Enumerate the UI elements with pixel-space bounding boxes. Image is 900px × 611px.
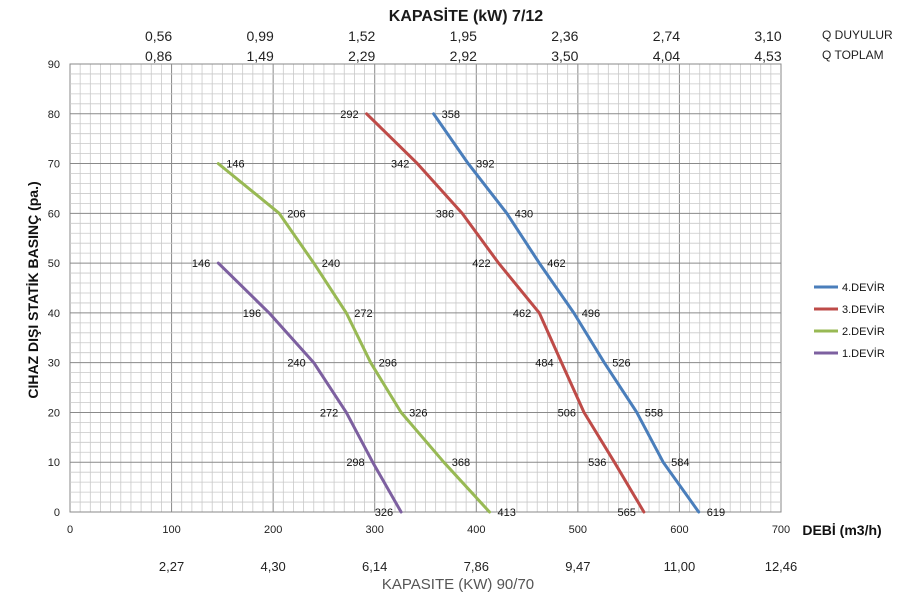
- data-label: 240: [287, 358, 305, 370]
- data-label: 462: [547, 258, 565, 270]
- top-axis-value: 4,53: [754, 48, 781, 64]
- top-axis-value: 2,74: [653, 28, 680, 44]
- data-label: 342: [391, 159, 409, 171]
- x-axis-title: DEBİ (m3/h): [802, 522, 881, 538]
- top-axis-value: 2,29: [348, 48, 375, 64]
- grid: [69, 63, 782, 513]
- data-label: 413: [497, 507, 515, 519]
- data-label: 506: [558, 407, 576, 419]
- data-label: 296: [379, 358, 397, 370]
- y-tick-label: 60: [48, 208, 60, 220]
- data-label: 386: [436, 208, 454, 220]
- bottom-capacity-value: 7,86: [464, 559, 489, 574]
- data-label: 619: [707, 507, 725, 519]
- x-tick-label: 400: [467, 524, 485, 536]
- top-axis-value: 1,95: [450, 28, 477, 44]
- bottom-capacity-title: KAPASITE (KW) 90/70: [382, 576, 534, 593]
- data-label: 206: [287, 208, 305, 220]
- data-label: 392: [476, 159, 494, 171]
- top-axis-value: 4,04: [653, 48, 680, 64]
- legend-label: 2.DEVİR: [842, 325, 885, 338]
- data-label: 240: [322, 258, 340, 270]
- data-label: 565: [618, 507, 636, 519]
- top-axis-value: 2,92: [450, 48, 477, 64]
- legend-label: 4.DEVİR: [842, 281, 885, 294]
- y-tick-label: 80: [48, 109, 60, 121]
- series-layer: [216, 112, 701, 514]
- top-axis-value: 2,36: [551, 28, 578, 44]
- top-axis-value: 0,56: [145, 28, 172, 44]
- y-tick-label: 10: [48, 457, 60, 469]
- legend-label: 3.DEVİR: [842, 303, 885, 316]
- data-label: 146: [192, 258, 210, 270]
- data-label: 368: [452, 457, 470, 469]
- bottom-capacity-value: 2,27: [159, 559, 184, 574]
- top-axis-row-label: Q TOPLAM: [822, 48, 884, 62]
- data-label: 196: [243, 308, 261, 320]
- data-label: 584: [671, 457, 689, 469]
- y-tick-label: 20: [48, 407, 60, 419]
- series-line-3.DEVİR: [365, 112, 646, 514]
- legend: 4.DEVİR 3.DEVİR 2.DEVİR 1.DEVİR: [814, 281, 885, 360]
- y-tick-label: 50: [48, 258, 60, 270]
- bottom-capacity-value: 4,30: [260, 559, 285, 574]
- bottom-capacity-value: 11,00: [664, 559, 696, 574]
- data-label: 272: [320, 407, 338, 419]
- data-label: 422: [472, 258, 490, 270]
- data-label: 496: [582, 308, 600, 320]
- x-tick-label: 600: [670, 524, 688, 536]
- x-tick-label: 700: [772, 524, 790, 536]
- series-line-1.DEVİR: [216, 261, 403, 514]
- bottom-capacity-value: 9,47: [565, 559, 590, 574]
- data-label: 536: [588, 457, 606, 469]
- data-label: 484: [535, 358, 553, 370]
- data-label: 326: [409, 407, 427, 419]
- series-line-2.DEVİR: [216, 162, 491, 514]
- data-label: 558: [645, 407, 663, 419]
- top-axis-value: 1,52: [348, 28, 375, 44]
- y-axis-title: CIHAZ DIŞI STATİK BASINÇ (pa.): [25, 181, 41, 398]
- top-axis-value: 3,10: [754, 28, 781, 44]
- x-tick-label: 0: [67, 524, 73, 536]
- data-label: 272: [354, 308, 372, 320]
- data-label: 292: [340, 109, 358, 121]
- bottom-capacity-value: 12,46: [765, 559, 798, 574]
- bottom-capacity-value: 6,14: [362, 559, 387, 574]
- y-tick-label: 90: [48, 59, 60, 71]
- x-tick-label: 100: [162, 524, 180, 536]
- x-tick-label: 500: [569, 524, 587, 536]
- data-label: 358: [442, 109, 460, 121]
- top-axis-row-label: Q DUYULUR: [822, 28, 893, 42]
- data-label: 462: [513, 308, 531, 320]
- data-label: 430: [515, 208, 533, 220]
- data-label: 146: [226, 159, 244, 171]
- y-tick-label: 0: [54, 507, 60, 519]
- top-axis-value: 3,50: [551, 48, 578, 64]
- labels-layer: 358 392 430 462 496 526 558 584 619 292 342 386 422 4…: [192, 109, 725, 519]
- x-tick-label: 300: [366, 524, 384, 536]
- top-axis-value: 0,99: [247, 28, 274, 44]
- y-tick-label: 70: [48, 159, 60, 171]
- ticks-layer: 0 100 200 300 400 500 600 700 0 10 20 30 40 50 60 70 80 9…: [48, 28, 893, 574]
- top-axis-value: 0,86: [145, 48, 172, 64]
- legend-label: 1.DEVİR: [842, 347, 885, 360]
- data-label: 298: [346, 457, 364, 469]
- x-tick-label: 200: [264, 524, 282, 536]
- series-line-4.DEVİR: [432, 112, 701, 514]
- top-axis-value: 1,49: [247, 48, 274, 64]
- data-label: 326: [375, 507, 393, 519]
- chart-title: KAPASİTE (kW) 7/12: [389, 7, 544, 25]
- y-tick-label: 40: [48, 308, 60, 320]
- data-label: 526: [612, 358, 630, 370]
- y-tick-label: 30: [48, 358, 60, 370]
